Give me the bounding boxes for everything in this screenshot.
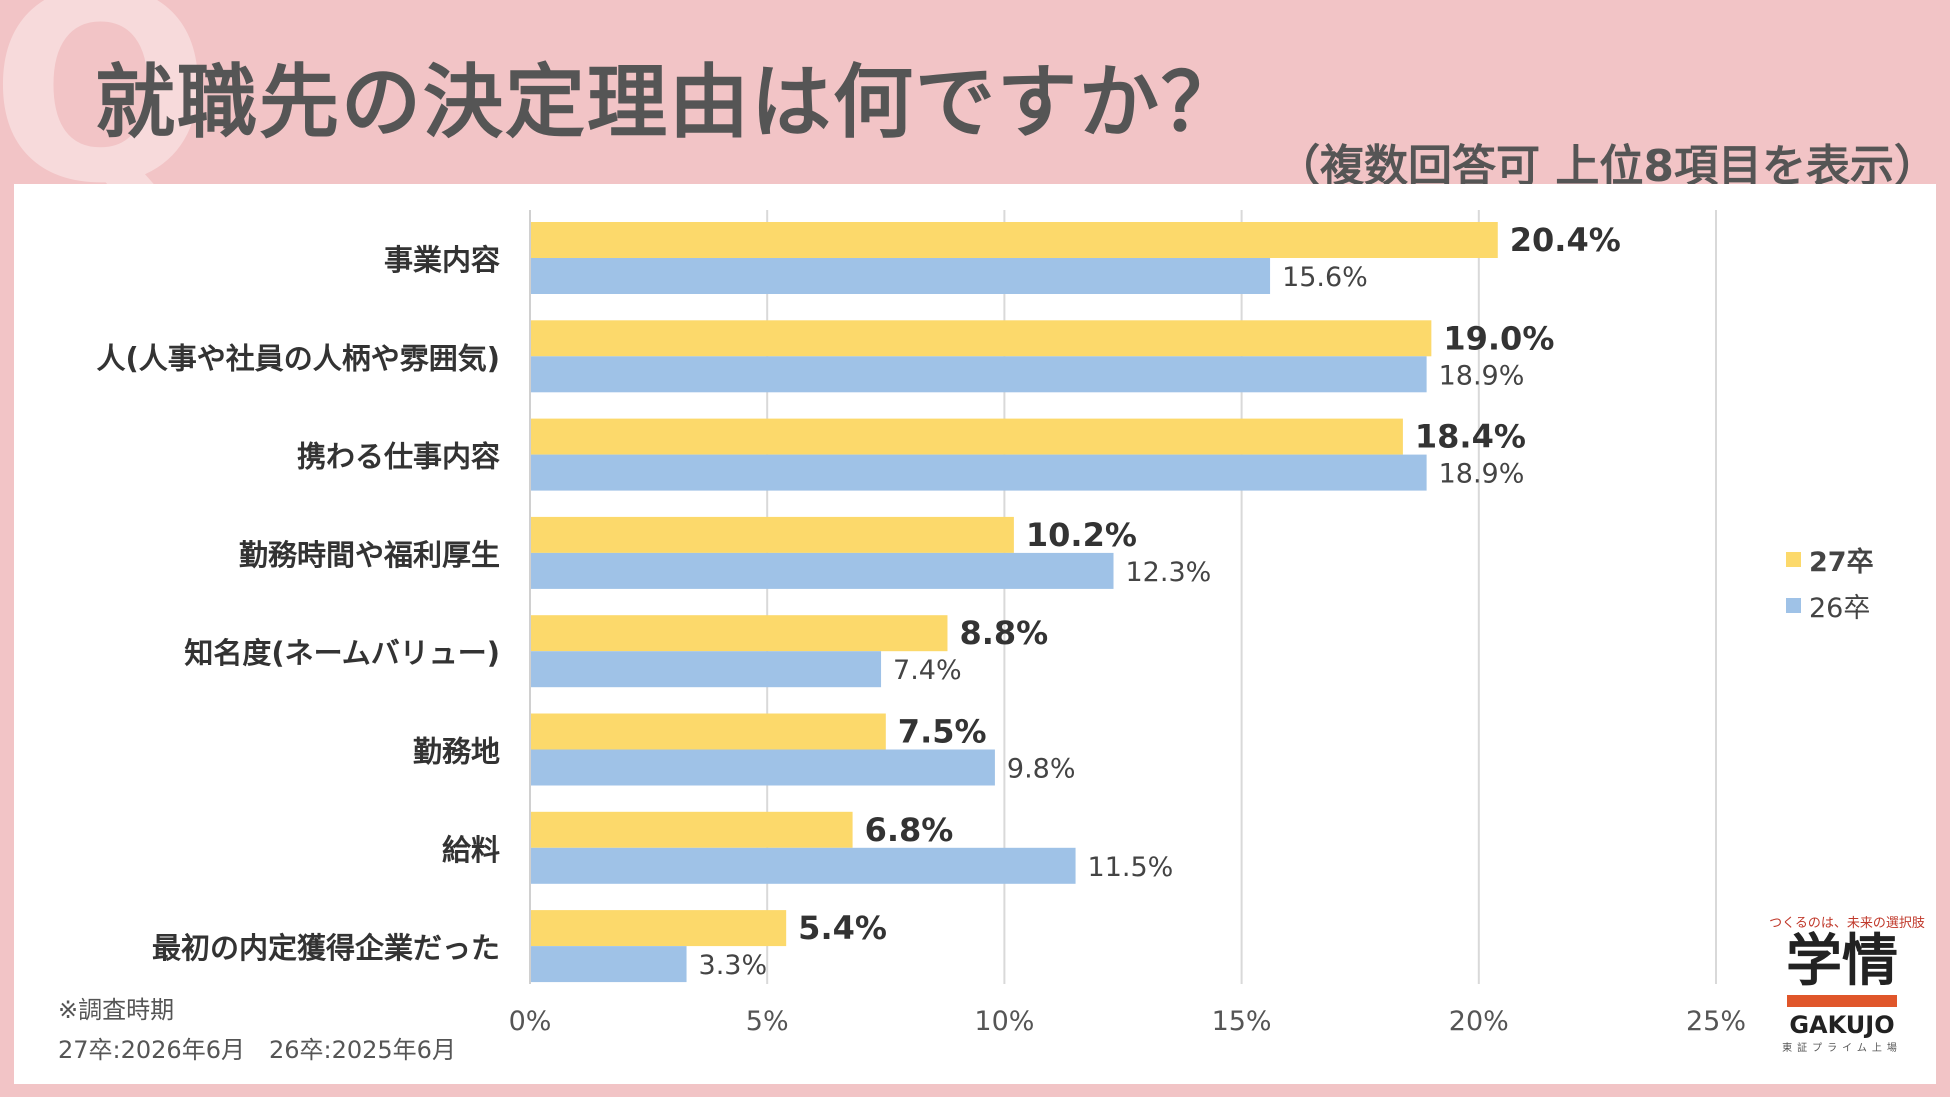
- x-tick-label-0: 0%: [509, 1006, 552, 1037]
- survey-heading: ※調査時期: [58, 996, 175, 1024]
- data-label-26: 18.9%: [1439, 360, 1525, 391]
- bar-chart: 0% 5% 10% 15% 20% 25% 事業内容 20.4% 15.6% 人(人事や社員の人柄…: [96, 210, 1746, 1037]
- data-label-27: 5.4%: [798, 909, 887, 947]
- x-tick-label-5: 5%: [746, 1006, 789, 1037]
- data-label-26: 11.5%: [1088, 852, 1174, 883]
- data-label-27: 20.4%: [1510, 221, 1621, 259]
- bar-27: [530, 320, 1432, 357]
- category-label: 携わる仕事内容: [297, 440, 500, 474]
- category-label: 勤務地: [413, 735, 500, 769]
- legend-label-27: 27卒: [1809, 546, 1874, 578]
- x-tick-label-15: 15%: [1212, 1006, 1272, 1037]
- bar-27: [530, 222, 1498, 258]
- x-tick-label-25: 25%: [1686, 1006, 1746, 1037]
- legend-label-26: 26卒: [1809, 592, 1871, 624]
- bar-26: [530, 258, 1271, 294]
- legend-swatch-27: [1786, 551, 1801, 567]
- x-tick-label-20: 20%: [1449, 1006, 1509, 1037]
- q-mark: Q: [0, 0, 212, 241]
- bar-26: [530, 552, 1114, 589]
- data-label-27: 10.2%: [1026, 516, 1137, 554]
- bar-27: [530, 418, 1403, 455]
- logo-accent-bar: [1787, 995, 1897, 1007]
- gakujo-logo: つくるのは、未来の選択肢 学情 GAKUJO 東証プライム上場: [1752, 912, 1932, 1054]
- legend: 27卒 26卒: [1786, 536, 1874, 628]
- bar-27: [530, 615, 948, 652]
- bar-26: [530, 946, 687, 983]
- data-label-27: 6.8%: [865, 811, 954, 849]
- bar-26: [530, 356, 1427, 393]
- bar-27: [530, 910, 787, 947]
- x-tick-label-10: 10%: [974, 1006, 1034, 1037]
- survey-dates: 27卒:2026年6月 26卒:2025年6月: [58, 1036, 456, 1064]
- logo-name: GAKUJO: [1789, 1011, 1895, 1039]
- logo-mark: 学情: [1786, 929, 1898, 994]
- data-label-26: 9.8%: [1007, 754, 1076, 785]
- bar-27: [530, 516, 1014, 553]
- data-label-26: 12.3%: [1126, 557, 1212, 588]
- data-label-27: 7.5%: [898, 713, 987, 751]
- survey-period: ※調査時期 27卒:2026年6月 26卒:2025年6月: [58, 990, 456, 1070]
- chart-panel: 0% 5% 10% 15% 20% 25% 事業内容 20.4% 15.6% 人(人事や社員の人柄…: [14, 184, 1936, 1084]
- logo-subtitle: 東証プライム上場: [1782, 1043, 1902, 1054]
- page-title: 就職先の決定理由は何ですか？: [95, 56, 1243, 149]
- data-label-27: 18.4%: [1415, 418, 1526, 456]
- bar-26: [530, 847, 1076, 884]
- category-label: 人(人事や社員の人柄や雰囲気): [96, 341, 500, 375]
- data-label-27: 19.0%: [1443, 319, 1554, 357]
- category-label: 勤務時間や福利厚生: [239, 538, 500, 572]
- data-label-26: 18.9%: [1439, 459, 1525, 490]
- bar-26: [530, 749, 995, 786]
- legend-item-27: 27卒: [1786, 536, 1874, 582]
- bar-26: [530, 454, 1427, 491]
- data-label-26: 15.6%: [1282, 262, 1368, 293]
- data-label-26: 7.4%: [893, 655, 962, 686]
- bar-27: [530, 713, 886, 750]
- bar-27: [530, 811, 853, 848]
- category-label: 知名度(ネームバリュー): [184, 636, 500, 670]
- data-label-27: 8.8%: [959, 614, 1048, 652]
- bar-26: [530, 651, 882, 688]
- legend-swatch-26: [1786, 597, 1801, 613]
- category-label: 事業内容: [384, 243, 500, 277]
- page-subtitle: （複数回答可 上位8項目を表示）: [1276, 141, 1938, 192]
- legend-item-26: 26卒: [1786, 582, 1874, 628]
- data-label-26: 3.3%: [699, 950, 768, 981]
- logo-tagline: つくるのは、未来の選択肢: [1769, 916, 1925, 931]
- category-label: 最初の内定獲得企業だった: [152, 931, 500, 965]
- category-label: 給料: [442, 833, 500, 867]
